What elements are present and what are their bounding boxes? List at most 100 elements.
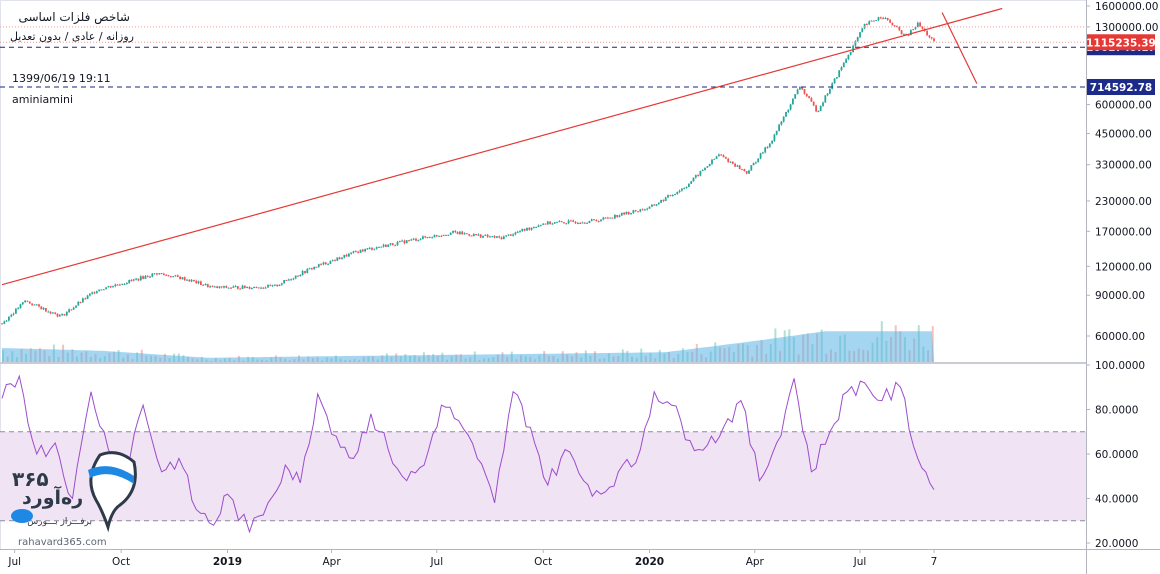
candle-body [438,235,440,237]
trendline-secondary[interactable] [941,12,978,84]
candle-body [227,287,230,289]
candle-body [526,227,528,231]
candle-body [119,284,121,286]
candle-body [317,264,320,267]
candle-body [523,228,526,231]
candle-body [775,130,778,135]
candle-body [697,175,699,177]
candle-body [470,235,473,237]
candle-body [882,17,884,19]
candle-body [810,98,813,102]
price-tick-label: 600000.00 [1095,100,1152,112]
candle-body [195,281,198,284]
candle-body [204,284,207,286]
candle-body [186,279,188,281]
candle-body [600,219,602,222]
candle-body [567,220,570,224]
candle-body [472,234,475,236]
last-price-label: 1115235.39 [1086,37,1156,49]
candle-body [822,102,824,107]
candle-body [313,266,316,269]
candle-body [98,289,100,292]
candle-body [856,37,859,42]
candle-body [8,316,10,321]
time-tick-label: Jul [429,556,443,568]
candle-body [727,158,730,162]
candle-body [586,222,588,224]
candle-body [431,237,434,239]
candle-body [919,22,921,27]
candle-body [241,285,244,289]
price-tick-label: 450000.00 [1095,128,1152,140]
candle-body [498,236,501,238]
candle-body [521,228,524,232]
candle-body [52,312,54,314]
candle-body [401,240,403,242]
candle-body [489,236,491,238]
candle-body [15,308,17,314]
candle-body [787,109,790,112]
candle-body [114,284,117,287]
candle-body [334,260,336,262]
trendline-main[interactable] [1,7,1003,286]
candle-body [482,235,484,238]
candle-body [833,78,836,84]
candle-body [385,244,387,247]
candle-body [396,241,399,246]
candle-body [479,234,482,238]
candle-body [706,166,709,168]
candle-body [801,87,804,90]
candle-body [618,215,621,217]
rsi-axis[interactable]: 20.0000 40.0000 60.0000 80.0000 100.0000 [1086,360,1145,550]
candle-body [163,273,165,275]
candle-body [560,221,563,223]
candle-body [674,194,676,196]
candle-body [748,170,750,174]
candle-body [514,232,517,235]
candle-body [741,169,743,171]
candle-body [745,171,748,174]
candle-body [708,164,711,167]
candle-body [84,298,87,300]
candle-body [847,55,850,60]
candle-body [378,246,380,248]
candle-body [165,274,168,276]
candle-body [200,281,202,285]
candle-body [35,304,38,306]
price-axis[interactable]: 60000.00 90000.00 120000.00 170000.00 230000… [1086,1,1158,343]
candle-body [926,30,928,36]
candle-body [641,209,644,211]
candle-body [311,268,313,270]
price-tick-label: 170000.00 [1095,226,1152,238]
candle-body [56,313,59,317]
candle-body [223,286,225,288]
candle-body [257,287,260,289]
price-tick-label: 230000.00 [1095,196,1152,208]
candle-body [181,277,184,280]
time-axis[interactable]: Jul Oct 2019 Apr Jul Oct 2020 Apr Jul 7 [7,549,937,568]
candle-body [211,286,214,288]
candle-body [750,165,753,171]
candle-body [842,62,845,68]
volume-ma-area [2,331,934,362]
candle-body [449,232,452,235]
candle-body [167,275,170,277]
candle-body [785,112,787,117]
candle-body [121,284,124,285]
candle-body [863,24,866,29]
candle-body [246,287,248,288]
candle-body [799,87,801,90]
candle-body [345,254,348,257]
candle-body [33,304,36,306]
candle-body [417,240,420,241]
candle-body [762,152,764,154]
candle-body [563,222,565,224]
candle-body [616,215,619,217]
candle-body [283,280,285,284]
candle-body [808,96,810,99]
candle-body [879,17,882,19]
trend-layer[interactable] [1,7,1003,286]
time-tick-label: Apr [746,556,765,568]
candle-body [903,33,905,35]
